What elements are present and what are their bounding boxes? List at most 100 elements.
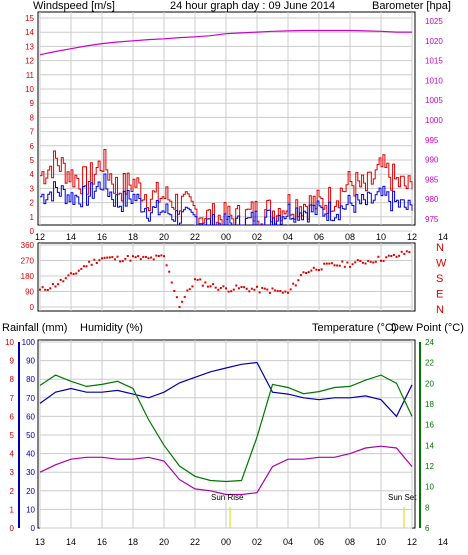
direction-point bbox=[305, 272, 308, 274]
dir-tick-label: 180 bbox=[21, 272, 35, 281]
direction-point bbox=[155, 254, 158, 257]
direction-point bbox=[377, 255, 380, 258]
direction-point bbox=[82, 265, 85, 268]
direction-point bbox=[188, 288, 191, 291]
direction-point bbox=[75, 272, 78, 275]
humidity-tick-label: 60 bbox=[26, 412, 35, 421]
direction-point bbox=[93, 258, 96, 261]
temp-tick-label: 6 bbox=[425, 524, 430, 533]
x-tick-label-top: 14 bbox=[66, 232, 76, 242]
wind-tick-label: 10 bbox=[25, 85, 34, 94]
x-tick-label-bottom: 22 bbox=[190, 537, 200, 547]
direction-point bbox=[292, 282, 295, 285]
direction-point bbox=[310, 269, 313, 272]
direction-point bbox=[408, 251, 411, 254]
direction-point bbox=[380, 259, 382, 262]
direction-point bbox=[302, 271, 305, 274]
dewpoint-label: Dew Point (°C) bbox=[391, 322, 464, 334]
direction-point bbox=[111, 256, 114, 259]
rain-tick-label: 5 bbox=[10, 431, 15, 440]
direction-point bbox=[364, 262, 367, 265]
direction-point bbox=[196, 278, 199, 281]
direction-point bbox=[70, 272, 72, 275]
sunset-label: Sun Set bbox=[388, 493, 417, 502]
direction-point bbox=[227, 290, 230, 293]
direction-point bbox=[139, 258, 142, 261]
rain-tick-label: 3 bbox=[10, 468, 15, 477]
direction-point bbox=[279, 290, 282, 292]
temp-tick-label: 22 bbox=[425, 359, 434, 368]
x-tick-label-top: 10 bbox=[376, 232, 386, 242]
baro-tick-label: 990 bbox=[425, 156, 439, 165]
baro-tick-label: 1025 bbox=[425, 17, 443, 26]
rain-tick-label: 4 bbox=[10, 450, 15, 459]
temp-tick-label: 20 bbox=[425, 379, 434, 388]
direction-point bbox=[230, 290, 233, 293]
compass-label: S bbox=[436, 273, 443, 285]
direction-point bbox=[237, 287, 240, 290]
x-tick-label-bottom: 13 bbox=[35, 537, 45, 547]
humidity-tick-label: 40 bbox=[26, 450, 35, 459]
direction-point bbox=[289, 288, 292, 291]
direction-point bbox=[343, 265, 346, 268]
x-tick-label-top: 20 bbox=[159, 232, 169, 242]
direction-point bbox=[338, 264, 341, 267]
direction-point bbox=[191, 285, 194, 288]
compass-label: N bbox=[436, 304, 444, 316]
x-tick-label-top: 00 bbox=[221, 232, 231, 242]
humidity-tick-label: 100 bbox=[22, 338, 36, 347]
direction-point bbox=[181, 300, 184, 303]
direction-point bbox=[144, 255, 147, 258]
temp-tick-label: 18 bbox=[425, 400, 434, 409]
direction-point bbox=[39, 288, 41, 291]
x-tick-label-top: 06 bbox=[314, 232, 324, 242]
direction-point bbox=[263, 287, 266, 290]
temp-tick-label: 16 bbox=[425, 421, 434, 430]
direction-point bbox=[212, 283, 215, 286]
direction-point bbox=[206, 285, 209, 288]
humidity-tick-label: 80 bbox=[26, 375, 35, 384]
compass-label: W bbox=[436, 258, 447, 270]
direction-point bbox=[323, 262, 326, 265]
direction-point bbox=[51, 283, 54, 286]
rain-tick-label: 7 bbox=[10, 394, 15, 403]
direction-point bbox=[199, 278, 202, 281]
direction-point bbox=[369, 260, 372, 263]
x-tick-label-bottom: 12 bbox=[407, 537, 417, 547]
baro-tick-label: 980 bbox=[425, 195, 439, 204]
direction-point bbox=[64, 277, 67, 280]
wind-tick-label: 1 bbox=[30, 213, 35, 222]
direction-point bbox=[395, 255, 398, 258]
direction-point bbox=[217, 288, 220, 291]
baro-tick-label: 1020 bbox=[425, 37, 443, 46]
direction-point bbox=[49, 287, 52, 290]
direction-point bbox=[119, 260, 122, 263]
direction-point bbox=[132, 255, 134, 258]
direction-point bbox=[400, 250, 403, 253]
temp-tick-label: 12 bbox=[425, 462, 434, 471]
direction-point bbox=[266, 288, 269, 291]
wind-tick-label: 2 bbox=[30, 199, 35, 208]
x-tick-label-bottom: 06 bbox=[314, 537, 324, 547]
direction-point bbox=[183, 295, 186, 298]
humidity-tick-label: 10 bbox=[26, 505, 35, 514]
direction-point bbox=[57, 283, 60, 286]
direction-point bbox=[367, 259, 370, 262]
direction-point bbox=[281, 291, 284, 294]
direction-point bbox=[392, 253, 395, 256]
windspeed-series bbox=[40, 173, 413, 226]
dewpoint-series bbox=[39, 445, 413, 496]
direction-point bbox=[219, 287, 222, 289]
humidity-tick-label: 0 bbox=[31, 524, 36, 533]
direction-point bbox=[116, 255, 119, 258]
direction-point bbox=[170, 281, 173, 284]
direction-point bbox=[147, 257, 150, 260]
wind-tick-label: 4 bbox=[30, 170, 35, 179]
x-tick-label-top: 16 bbox=[97, 232, 107, 242]
temp-tick-label: 24 bbox=[425, 338, 434, 347]
direction-point bbox=[330, 262, 333, 265]
wind-tick-label: 13 bbox=[25, 42, 34, 51]
direction-point bbox=[315, 268, 318, 271]
